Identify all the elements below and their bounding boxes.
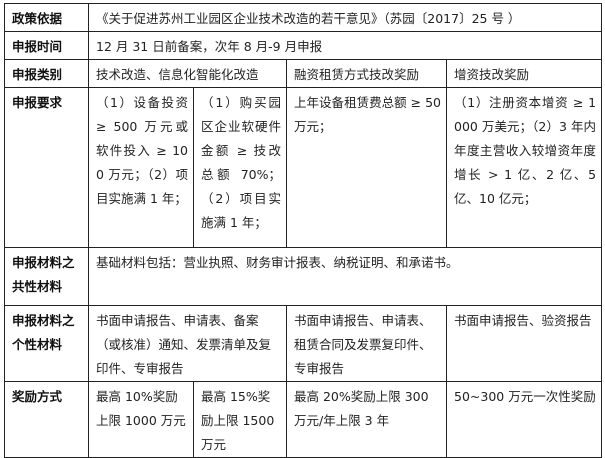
row-specific-materials: 申报材料之个性材料 书面申请报告、申请表、备案（或核准）通知、发票清单及复印件、… bbox=[4, 305, 603, 382]
requirement-cell: （1）注册资本增资 ≥ 1000 万美元；（2）3 年内年度主营收入较增资年度增… bbox=[445, 87, 603, 248]
row-label: 申报时间 bbox=[4, 31, 89, 60]
requirement-cell: （1）购买园区企业软硬件金额 ≥ 技改总额 70%；（2）项目实施满 1 年； bbox=[193, 87, 287, 248]
row-label: 政策依据 bbox=[4, 3, 89, 32]
specific-materials-cell: 书面申请报告、申请表、备案（或核准）通知、发票清单及复印件、专审报告 bbox=[88, 305, 287, 382]
row-label: 申报类别 bbox=[4, 59, 89, 88]
row-reward: 奖励方式 最高 10%奖励上限 1000 万元 最高 15%奖励上限 1500 … bbox=[4, 381, 603, 458]
reward-cell: 最高 10%奖励上限 1000 万元 bbox=[88, 381, 194, 458]
reward-cell: 50~300 万元一次性奖励 bbox=[445, 381, 603, 458]
policy-table: 政策依据 《关于促进苏州工业园区企业技术改造的若干意见》（苏园〔2017〕25 … bbox=[4, 3, 603, 458]
row-category: 申报类别 技术改造、信息化智能化改造 融资租赁方式技改奖励 增资技改奖励 bbox=[4, 59, 603, 88]
specific-materials-cell: 书面申请报告、申请表、租赁合同及发票复印件、专审报告 bbox=[286, 305, 447, 382]
basis-value: 《关于促进苏州工业园区企业技术改造的若干意见》（苏园〔2017〕25 号 ） bbox=[87, 3, 603, 32]
common-materials-value: 基础材料包括：营业执照、财务审计报表、纳税证明、和承诺书。 bbox=[87, 247, 603, 306]
time-value: 12 月 31 日前备案，次年 8 月-9 月申报 bbox=[87, 31, 603, 60]
requirement-cell: （1）设备投资 ≥ 500 万元或软件投入 ≥ 100 万元；（2）项目实施满 … bbox=[88, 87, 194, 248]
reward-cell: 最高 20%奖励上限 300 万元/年上限 3 年 bbox=[286, 381, 447, 458]
row-requirements: 申报要求 （1）设备投资 ≥ 500 万元或软件投入 ≥ 100 万元；（2）项… bbox=[4, 87, 603, 248]
reward-cell: 最高 15%奖励上限 1500 万元 bbox=[193, 381, 287, 458]
row-label: 申报要求 bbox=[4, 87, 89, 248]
requirement-cell: 上年设备租赁费总额 ≥ 50 万元； bbox=[286, 87, 447, 248]
category-cell: 增资技改奖励 bbox=[445, 59, 603, 88]
row-label: 申报材料之共性材料 bbox=[4, 247, 89, 306]
row-common-materials: 申报材料之共性材料 基础材料包括：营业执照、财务审计报表、纳税证明、和承诺书。 bbox=[4, 247, 603, 306]
row-label: 申报材料之个性材料 bbox=[4, 305, 89, 382]
category-cell: 技术改造、信息化智能化改造 bbox=[88, 59, 287, 88]
row-time: 申报时间 12 月 31 日前备案，次年 8 月-9 月申报 bbox=[4, 31, 603, 60]
category-cell: 融资租赁方式技改奖励 bbox=[286, 59, 447, 88]
row-label: 奖励方式 bbox=[4, 381, 89, 458]
row-basis: 政策依据 《关于促进苏州工业园区企业技术改造的若干意见》（苏园〔2017〕25 … bbox=[4, 3, 603, 32]
specific-materials-cell: 书面申请报告、验资报告 bbox=[445, 305, 603, 382]
